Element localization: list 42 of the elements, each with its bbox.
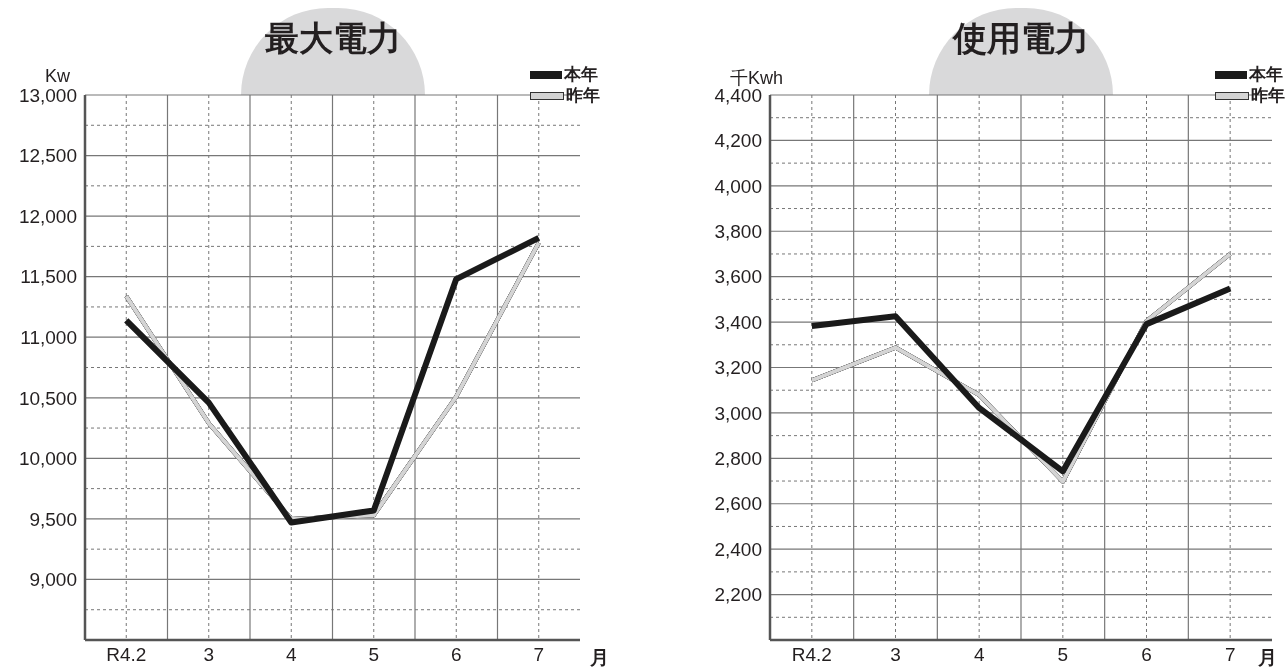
x-tick-label: 7 [1224, 644, 1236, 666]
y-tick-label: 2,400 [714, 538, 762, 560]
y-tick-label: 11,500 [20, 266, 77, 288]
legend-label: 昨年 [1251, 85, 1285, 107]
legend-label: 本年 [564, 64, 598, 86]
y-axis-title: 千Kwh [730, 67, 784, 89]
x-tick-label: 7 [533, 644, 545, 666]
x-tick-label: 4 [973, 644, 985, 666]
y-tick-label: 10,500 [18, 387, 77, 409]
y-tick-label: 12,500 [18, 145, 77, 167]
y-tick-label: 2,200 [714, 584, 762, 606]
y-tick-label: 9,500 [29, 508, 77, 530]
y-tick-label: 2,600 [714, 493, 762, 515]
legend-label: 本年 [1249, 64, 1283, 86]
x-tick-label: 6 [450, 644, 462, 666]
x-tick-label: R4.2 [791, 644, 832, 666]
y-axis-title: Kw [45, 66, 71, 87]
y-tick-label: 3,000 [714, 402, 762, 424]
x-tick-label: R4.2 [106, 644, 147, 666]
y-tick-label: 9,000 [29, 569, 77, 591]
y-tick-label: 3,800 [714, 220, 762, 242]
y-tick-label: 3,200 [714, 357, 762, 379]
x-axis-title: 月 [1258, 646, 1277, 670]
y-tick-label: 3,400 [714, 311, 762, 333]
x-tick-label: 3 [890, 644, 901, 666]
y-tick-label: 13,000 [18, 84, 77, 106]
y-tick-label: 4,000 [714, 175, 762, 197]
x-tick-label: 3 [203, 644, 215, 666]
legend-label: 昨年 [566, 85, 600, 107]
y-tick-label: 4,200 [714, 130, 762, 152]
y-tick-label: 11,000 [20, 326, 77, 348]
x-tick-label: 6 [1141, 644, 1152, 666]
x-tick-label: 4 [285, 644, 297, 666]
chart-title: 使用電力 [951, 18, 1090, 59]
x-tick-label: 5 [368, 644, 380, 666]
chart-title: 最大電力 [263, 18, 402, 59]
y-tick-label: 10,000 [18, 448, 77, 470]
x-tick-label: 5 [1057, 644, 1069, 666]
x-axis-title: 月 [590, 646, 609, 670]
y-tick-label: 3,600 [714, 266, 762, 288]
y-tick-label: 12,000 [18, 205, 77, 227]
y-tick-label: 2,800 [714, 448, 762, 470]
